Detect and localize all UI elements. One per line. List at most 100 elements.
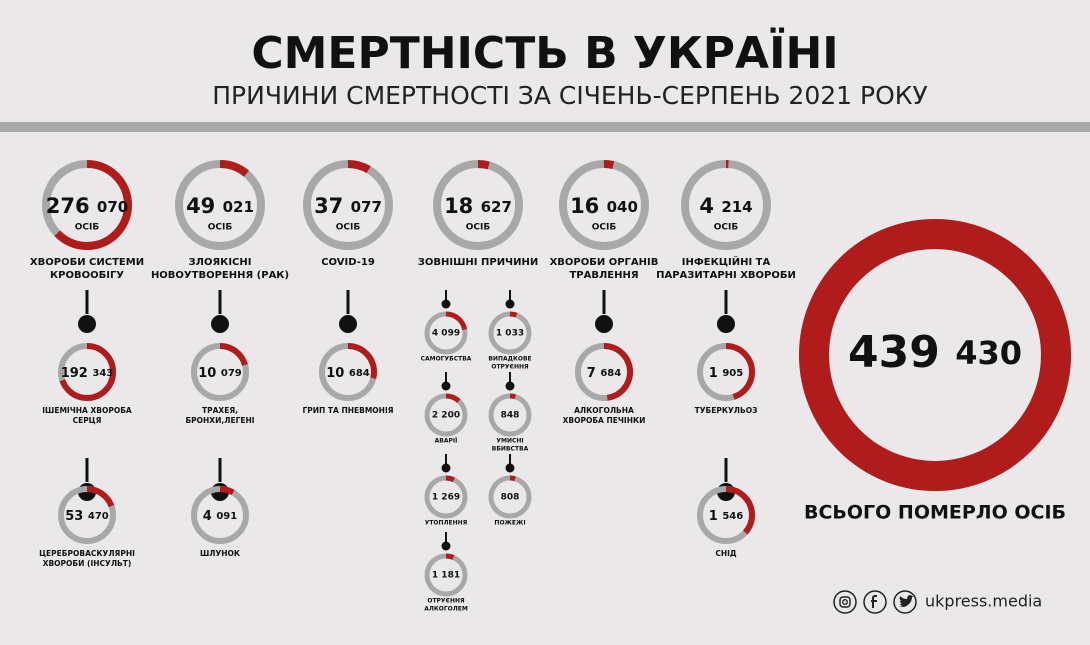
cause-name: ІНФЕКЦІЙНІ ТА [682,255,771,268]
item-number: 1 546 [709,509,743,524]
item-number: 192 343 [61,366,114,381]
ring-arc [681,160,771,250]
cause-name: COVID-19 [321,257,375,268]
connector-dot [441,541,451,551]
cause-name: ВБИВСТВА [492,446,529,453]
item-number: 7 684 [587,366,621,381]
ring-arc [424,393,468,437]
unit-label: ОСІБ [592,223,617,233]
connector-dot [211,315,229,333]
cause-name: УМИСНІ [496,438,523,445]
cause-name: КРОВООБІГУ [50,270,124,281]
group-number: 49 021 [186,194,254,218]
connector-dot [595,315,613,333]
item-number: 1 905 [709,366,743,381]
unit-label: ОСІБ [75,223,100,233]
ring-arc [488,475,532,519]
group-number: 18 627 [444,194,512,218]
twitter-icon[interactable] [893,590,917,614]
connector-dot [441,463,451,473]
divider [0,122,1090,132]
connector-dot [339,315,357,333]
ring-arc [42,160,132,250]
cause-name: ВИПАДКОВЕ [488,356,531,363]
item-number: 808 [501,493,520,503]
facebook-glyph [871,595,877,608]
title: СМЕРТНІСТЬ В УКРАЇНІ [251,26,838,79]
ring-arc [697,486,755,544]
cause-name: ОТРУЄННЯ [491,364,529,371]
cause-name: ТУБЕРКУЛЬОЗ [695,406,758,415]
connector-dot [441,299,451,309]
item-number: 1 033 [496,329,524,339]
cause-name: СЕРЦЯ [73,416,102,425]
cause-name: ОТРУЄННЯ [427,598,465,605]
item-number: 53 470 [65,509,109,524]
connector-dot [441,381,451,391]
cause-name: УТОПЛЕННЯ [425,520,468,527]
ring-arc [488,311,532,355]
cause-name: ХВОРОБИ ОРГАНІВ [550,257,659,268]
connector-dot [505,299,515,309]
ring-arc [799,219,1071,491]
ring-arc [424,553,468,597]
unit-label: ОСІБ [208,223,233,233]
cause-name: АВАРІЇ [435,438,458,445]
ring-arc [191,343,249,401]
cause-name: ЗЛОЯКІСНІ [189,257,252,268]
cause-name: ІШЕМІЧНА ХВОРОБА [42,406,132,415]
cause-name: БРОНХИ,ЛЕГЕНІ [185,416,254,425]
connector-dot [78,315,96,333]
cause-name: АЛКОГОЛЬНА [574,406,634,415]
ring-arc [424,311,468,355]
ring-arc [303,160,393,250]
cause-name: СНІД [715,549,737,558]
ring-arc [58,486,116,544]
group-number: 16 040 [570,194,638,218]
cause-name: САМОГУБСТВА [421,356,472,363]
cause-name: ТРАХЕЯ, [202,406,238,415]
item-number: 10 079 [198,366,242,381]
connector-dot [505,463,515,473]
instagram-glyph [839,596,851,608]
group-number: 37 077 [314,194,382,218]
ring-arc [175,160,265,250]
item-number: 4 091 [203,509,237,524]
instagram-lens [842,599,848,605]
cause-name: ПОЖЕЖІ [494,520,525,527]
cause-name: АЛКОГОЛЕМ [424,606,468,613]
item-number: 848 [501,411,520,421]
ring-arc [424,475,468,519]
ring-arc [575,343,633,401]
connector-dot [717,315,735,333]
group-number: 4 214 [699,194,752,218]
item-number: 1 269 [432,493,460,503]
cause-name: ХВОРОБИ СИСТЕМИ [30,257,144,268]
cause-name: НОВОУТВОРЕННЯ (РАК) [151,270,289,281]
ring-arc [319,343,377,401]
cause-name: ГРИП ТА ПНЕВМОНІЯ [302,406,393,415]
item-number: 10 684 [326,366,370,381]
cause-name: ПАРАЗИТАРНІ ХВОРОБИ [656,270,796,281]
unit-label: ОСІБ [336,223,361,233]
group-number: 276 070 [46,194,128,218]
site-name[interactable]: ukpress.media [925,592,1042,611]
instagram-icon[interactable] [833,590,857,614]
connector-dot [505,381,515,391]
unit-label: ОСІБ [714,223,739,233]
ring-arc [191,486,249,544]
total-number: 439 430 [848,327,1022,378]
item-number: 2 200 [432,411,460,421]
cause-name: ХВОРОБА ПЕЧІНКИ [563,416,646,425]
cause-name: ТРАВЛЕННЯ [569,270,638,281]
item-number: 1 181 [432,571,460,581]
subtitle: ПРИЧИНИ СМЕРТНОСТІ ЗА СІЧЕНЬ-СЕРПЕНЬ 202… [212,81,928,110]
facebook-icon[interactable] [863,590,887,614]
total-caption: ВСЬОГО ПОМЕРЛО ОСІБ [804,502,1066,524]
cause-name: ШЛУНОК [200,549,241,558]
cause-name: ХВОРОБИ (ІНСУЛЬТ) [43,559,132,568]
cause-name: ЦЕРЕБРОВАСКУЛЯРНІ [39,549,135,558]
item-number: 4 099 [432,329,460,339]
